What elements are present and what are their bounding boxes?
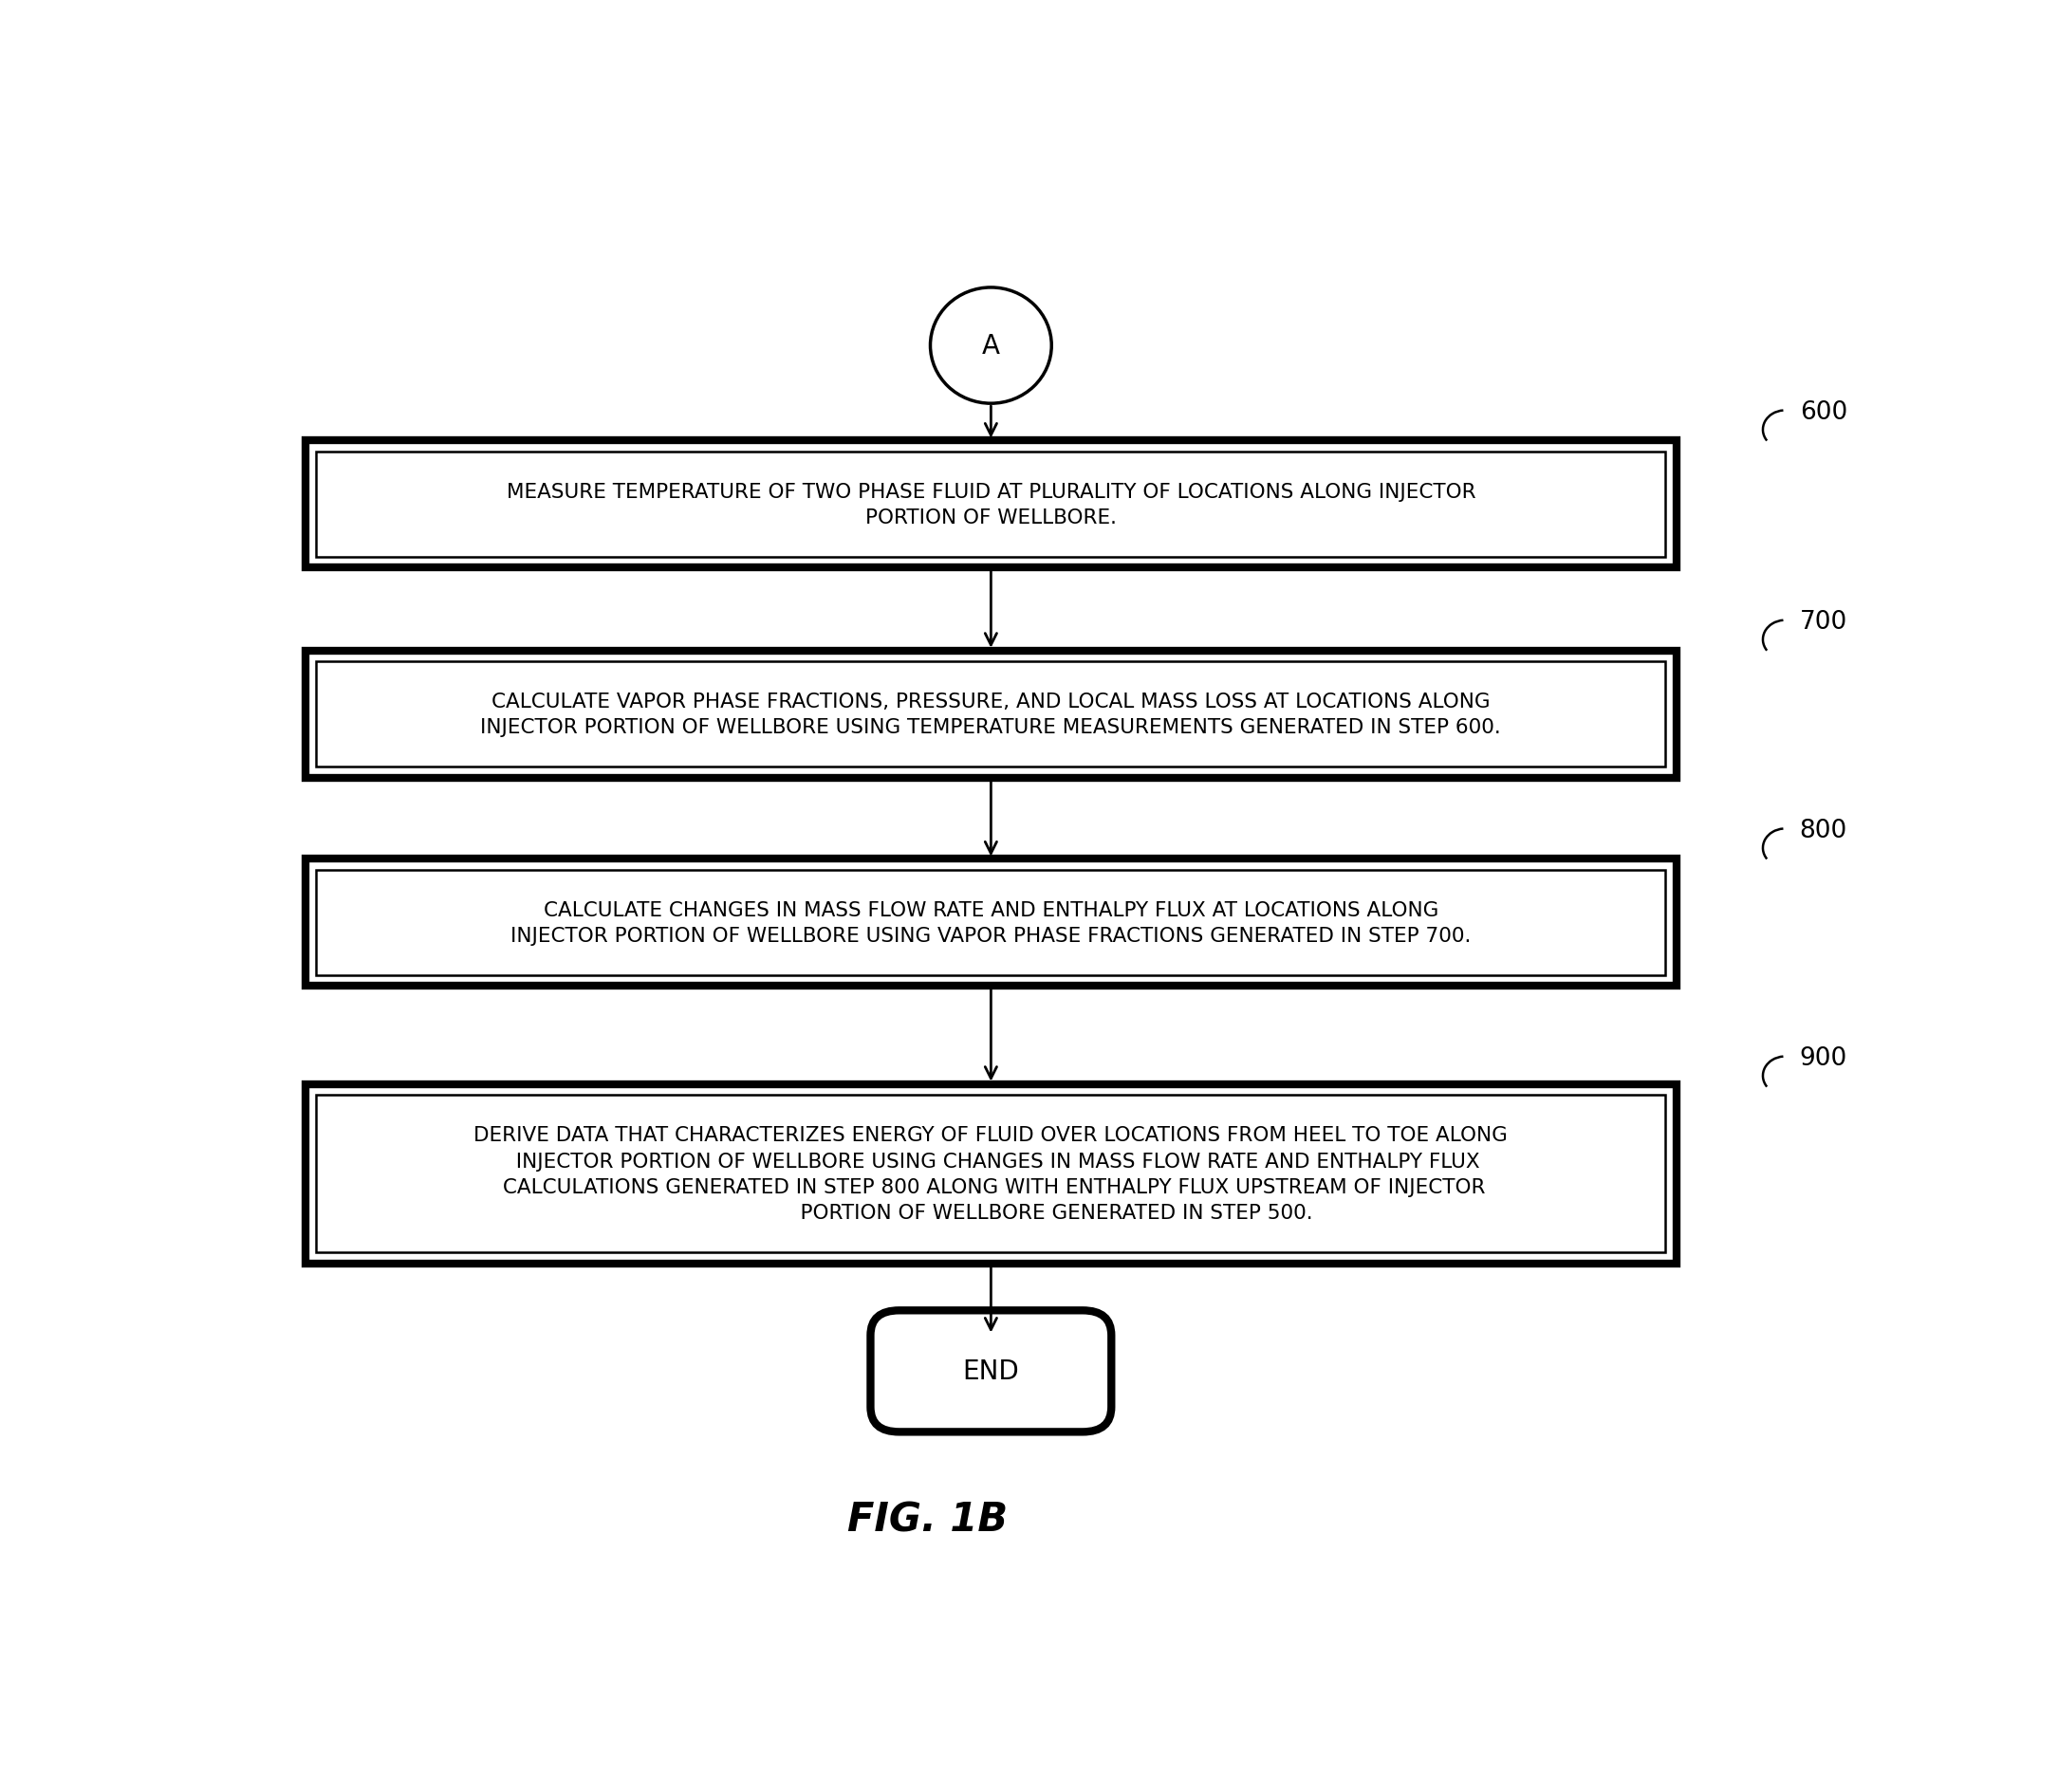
Text: FIG. 1B: FIG. 1B bbox=[848, 1500, 1006, 1539]
FancyBboxPatch shape bbox=[871, 1310, 1111, 1432]
FancyBboxPatch shape bbox=[317, 452, 1665, 557]
Text: CALCULATE VAPOR PHASE FRACTIONS, PRESSURE, AND LOCAL MASS LOSS AT LOCATIONS ALON: CALCULATE VAPOR PHASE FRACTIONS, PRESSUR… bbox=[482, 692, 1500, 737]
Text: 700: 700 bbox=[1799, 609, 1848, 634]
FancyBboxPatch shape bbox=[317, 663, 1665, 767]
FancyBboxPatch shape bbox=[317, 1095, 1665, 1253]
Text: A: A bbox=[982, 333, 1000, 360]
FancyBboxPatch shape bbox=[305, 441, 1677, 568]
Text: 900: 900 bbox=[1799, 1047, 1848, 1070]
FancyBboxPatch shape bbox=[305, 860, 1677, 986]
FancyBboxPatch shape bbox=[305, 650, 1677, 778]
Text: 800: 800 bbox=[1799, 819, 1848, 842]
FancyBboxPatch shape bbox=[317, 871, 1665, 975]
Text: CALCULATE CHANGES IN MASS FLOW RATE AND ENTHALPY FLUX AT LOCATIONS ALONG
INJECTO: CALCULATE CHANGES IN MASS FLOW RATE AND … bbox=[510, 901, 1471, 944]
Text: END: END bbox=[963, 1358, 1019, 1385]
FancyBboxPatch shape bbox=[305, 1084, 1677, 1263]
Text: DERIVE DATA THAT CHARACTERIZES ENERGY OF FLUID OVER LOCATIONS FROM HEEL TO TOE A: DERIVE DATA THAT CHARACTERIZES ENERGY OF… bbox=[473, 1125, 1509, 1222]
Text: MEASURE TEMPERATURE OF TWO PHASE FLUID AT PLURALITY OF LOCATIONS ALONG INJECTOR
: MEASURE TEMPERATURE OF TWO PHASE FLUID A… bbox=[506, 482, 1476, 527]
Text: 600: 600 bbox=[1799, 400, 1848, 425]
